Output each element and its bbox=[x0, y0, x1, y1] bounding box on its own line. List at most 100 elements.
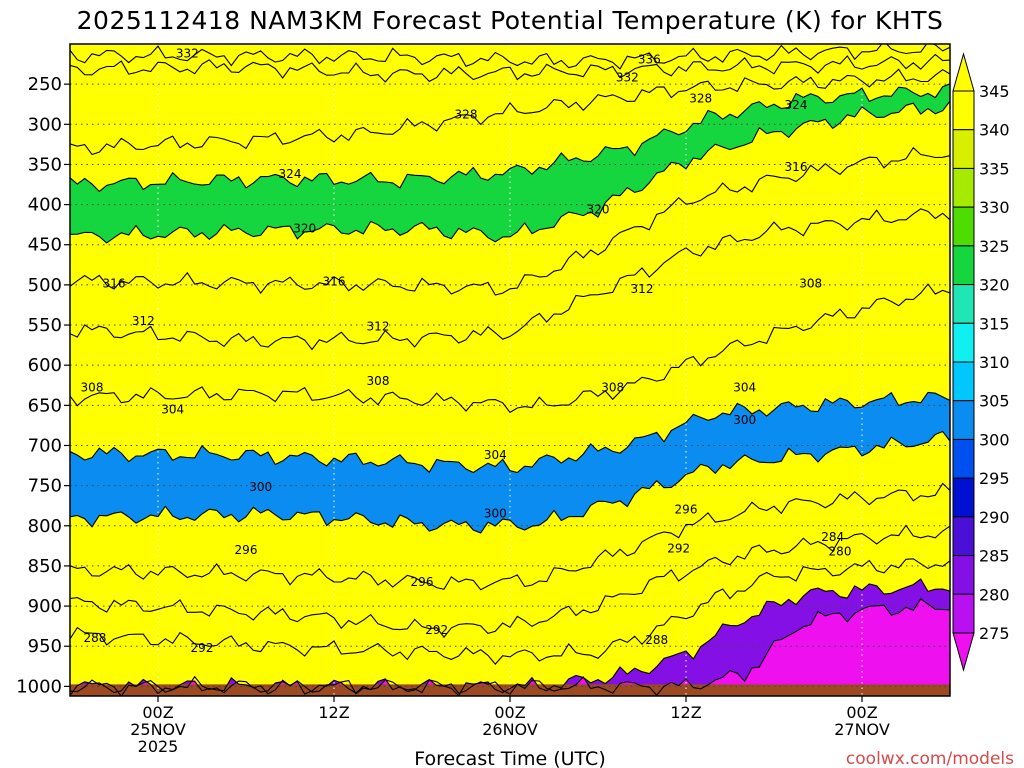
color-bands bbox=[70, 44, 950, 696]
colorbar-swatch-310 bbox=[952, 361, 975, 402]
colorbar-label-335: 335 bbox=[979, 159, 1010, 178]
credit-text: coolwx.com/models bbox=[846, 749, 1014, 768]
colorbar-label-345: 345 bbox=[979, 82, 1010, 101]
contour-label-312: 312 bbox=[631, 282, 654, 296]
colorbar-label-315: 315 bbox=[979, 314, 1010, 333]
x-tick-label-48-1: 00Z bbox=[846, 703, 877, 722]
contour-324 bbox=[70, 83, 950, 193]
x-axis-label: Forecast Time (UTC) bbox=[414, 748, 605, 768]
contour-label-308: 308 bbox=[367, 374, 390, 388]
colorbar-label-310: 310 bbox=[979, 353, 1010, 372]
contour-label-296: 296 bbox=[235, 543, 258, 557]
contour-296 bbox=[70, 482, 950, 591]
contour-label-308: 308 bbox=[799, 276, 822, 290]
y-tick-label-750: 750 bbox=[28, 476, 62, 497]
contour-label-304: 304 bbox=[484, 448, 507, 462]
y-tick-label-900: 900 bbox=[28, 596, 62, 617]
y-tick-label-650: 650 bbox=[28, 395, 62, 416]
colorbar-label-290: 290 bbox=[979, 508, 1010, 527]
y-tick-label-700: 700 bbox=[28, 435, 62, 456]
grid-lines bbox=[70, 44, 950, 696]
colorbar-bottom-arrow bbox=[952, 632, 975, 672]
colorbar-swatch-340 bbox=[952, 129, 975, 169]
contour-label-332: 332 bbox=[176, 47, 199, 61]
contour-label-296: 296 bbox=[675, 503, 698, 517]
contour-label-292: 292 bbox=[425, 623, 448, 637]
contour-280 bbox=[70, 598, 950, 696]
colorbar-swatch-325 bbox=[952, 245, 975, 286]
band-top bbox=[231, 44, 717, 50]
x-tick-label-48-2: 27NOV bbox=[834, 720, 890, 739]
colorbar-swatch-315 bbox=[952, 322, 975, 363]
colorbar-label-325: 325 bbox=[979, 237, 1010, 256]
contour-label-296: 296 bbox=[411, 575, 434, 589]
colorbar-swatch-280 bbox=[952, 593, 975, 634]
contour-336 bbox=[70, 44, 950, 70]
colorbar-label-275: 275 bbox=[979, 624, 1010, 643]
plot-area: 332 336 332 328 324 328 324 316 320 320 316 316 312 3… bbox=[70, 44, 950, 696]
y-tick-label-500: 500 bbox=[28, 275, 62, 296]
x-tick-label-0-2: 25NOV bbox=[130, 720, 186, 739]
colorbar-label-285: 285 bbox=[979, 547, 1010, 566]
colorbar-top-arrow bbox=[952, 52, 975, 92]
x-tick-label-36-1: 12Z bbox=[670, 703, 701, 722]
contour-label-308: 308 bbox=[81, 381, 104, 395]
y-tick-label-300: 300 bbox=[28, 114, 62, 135]
contour-284 bbox=[70, 578, 950, 696]
contour-label-292: 292 bbox=[191, 641, 214, 655]
colorbar-swatch-320 bbox=[952, 284, 975, 324]
colorbar-label-295: 295 bbox=[979, 469, 1010, 488]
contour-316 bbox=[70, 146, 950, 296]
contour-lines bbox=[70, 44, 950, 696]
contour-320 bbox=[70, 100, 950, 244]
colorbar-swatch-345 bbox=[952, 90, 975, 131]
colorbar-legend: 345 340 335 330 325 320 315 310 305 300 295 290 285 2… bbox=[952, 52, 1010, 672]
colorbar-label-300: 300 bbox=[979, 430, 1010, 449]
contour-328 bbox=[70, 68, 950, 156]
contour-label-332: 332 bbox=[616, 71, 639, 85]
contour-label-328: 328 bbox=[455, 108, 478, 122]
contour-label-304: 304 bbox=[733, 381, 756, 395]
contour-label-316: 316 bbox=[103, 276, 126, 290]
colorbar-swatch-295 bbox=[952, 477, 975, 518]
colorbar-swatch-305 bbox=[952, 400, 975, 440]
y-tick-label-600: 600 bbox=[28, 355, 62, 376]
contour-label-300: 300 bbox=[484, 507, 507, 521]
y-tick-label-800: 800 bbox=[28, 516, 62, 537]
x-tick-label-24-1: 00Z bbox=[494, 703, 525, 722]
contour-308 bbox=[70, 283, 950, 414]
contour-label-280: 280 bbox=[829, 544, 852, 558]
contour-labels: 332 336 332 328 324 328 324 316 320 320 316 316 312 3… bbox=[81, 47, 852, 655]
contour-300 bbox=[70, 430, 950, 534]
colorbar-swatch-285 bbox=[952, 555, 975, 595]
y-tick-label-250: 250 bbox=[28, 74, 62, 95]
contour-label-304: 304 bbox=[161, 402, 184, 416]
colorbar-swatch-290 bbox=[952, 516, 975, 557]
x-tick-label-0-3: 2025 bbox=[138, 737, 179, 756]
contour-304 bbox=[70, 391, 950, 474]
y-tick-label-850: 850 bbox=[28, 556, 62, 577]
colorbar-swatch-330 bbox=[952, 206, 975, 247]
contour-label-312: 312 bbox=[367, 320, 390, 334]
contour-label-300: 300 bbox=[249, 480, 272, 494]
colorbar-label-280: 280 bbox=[979, 585, 1010, 604]
y-tick-label-400: 400 bbox=[28, 195, 62, 216]
chart-title: 2025112418 NAM3KM Forecast Potential Tem… bbox=[77, 6, 944, 35]
contour-label-308: 308 bbox=[601, 381, 624, 395]
ground-below-surface bbox=[70, 684, 950, 696]
colorbar-label-340: 340 bbox=[979, 121, 1010, 140]
contour-label-320: 320 bbox=[293, 222, 316, 236]
contour-label-320: 320 bbox=[587, 202, 610, 216]
contour-label-328: 328 bbox=[689, 92, 712, 106]
contour-label-292: 292 bbox=[667, 541, 690, 555]
contour-332 bbox=[70, 53, 950, 83]
y-tick-label-350: 350 bbox=[28, 154, 62, 175]
contour-312 bbox=[70, 208, 950, 351]
colorbar-label-305: 305 bbox=[979, 392, 1010, 411]
colorbar-swatch-300 bbox=[952, 438, 975, 479]
y-tick-label-1000: 1000 bbox=[16, 676, 62, 697]
contour-label-288: 288 bbox=[645, 633, 668, 647]
contour-292 bbox=[70, 524, 950, 639]
